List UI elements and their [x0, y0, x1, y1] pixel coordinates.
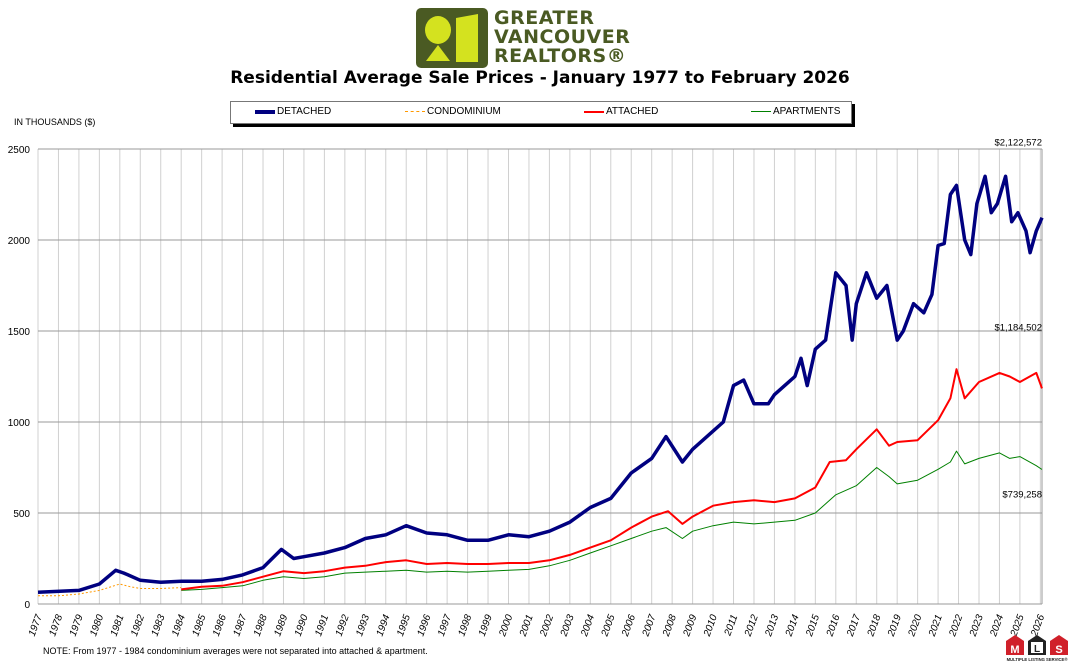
- x-tick-label: 1992: [334, 613, 352, 638]
- x-tick-label: 1993: [354, 613, 372, 638]
- x-tick-label: 1981: [109, 613, 127, 638]
- legend-swatch: [405, 111, 425, 112]
- svg-text:L: L: [1034, 644, 1040, 655]
- x-tick-label: 1982: [129, 613, 147, 638]
- x-tick-label: 2016: [824, 613, 842, 639]
- x-tick-label: 1985: [191, 613, 209, 638]
- y-axis-title: IN THOUSANDS ($): [14, 117, 96, 127]
- svg-text:S: S: [1055, 644, 1062, 656]
- legend: DETACHED CONDOMINIUM ATTACHED APARTMENTS: [230, 101, 852, 124]
- legend-label: DETACHED: [277, 106, 332, 117]
- x-tick-label: 1979: [68, 613, 86, 638]
- x-tick-label: 1983: [150, 613, 168, 638]
- mls-logo-icon: M L S MULTIPLE LISTING SERVICE®: [1006, 635, 1069, 662]
- x-tick-label: 2006: [620, 613, 638, 639]
- x-tick-label: 2015: [804, 613, 822, 639]
- logo-line: GREATER: [494, 7, 595, 29]
- x-tick-label: 1991: [313, 613, 331, 638]
- x-tick-label: 2011: [722, 613, 740, 638]
- x-tick-label: 1998: [456, 613, 474, 638]
- x-tick-label: 2005: [599, 613, 617, 639]
- x-tick-label: 2022: [947, 613, 965, 639]
- x-tick-label: 2013: [763, 613, 781, 639]
- x-tick-label: 2003: [558, 613, 576, 639]
- x-tick-label: 2012: [743, 613, 761, 639]
- x-tick-label: 2009: [681, 613, 699, 639]
- x-tick-label: 2000: [497, 613, 515, 639]
- x-tick-label: 2014: [783, 613, 801, 639]
- x-tick-label: 2008: [661, 613, 679, 639]
- legend-item-condominium: CONDOMINIUM: [405, 106, 501, 117]
- y-tick-label: 1500: [8, 327, 31, 338]
- series-line-attached: [181, 368, 1043, 591]
- x-tick-label: 2004: [579, 613, 597, 639]
- svg-text:M: M: [1010, 644, 1019, 656]
- legend-label: APARTMENTS: [773, 106, 841, 117]
- x-tick-label: 2019: [886, 613, 904, 639]
- x-tick-label: 1977: [27, 613, 45, 638]
- x-tick-label: 2020: [906, 613, 924, 639]
- legend-swatch: [255, 109, 275, 114]
- x-tick-label: 1986: [211, 613, 229, 638]
- series-line-detached: [37, 174, 1044, 594]
- x-tick-label: 1988: [252, 613, 270, 638]
- series-line-condominium: [38, 583, 182, 597]
- logo-line: VANCOUVER: [494, 26, 631, 48]
- logo-line: REALTORS®: [494, 45, 627, 67]
- x-tick-label: 1980: [88, 613, 106, 638]
- legend-item-detached: DETACHED: [255, 106, 331, 117]
- end-value-label: $1,184,502: [994, 322, 1042, 333]
- legend-label: ATTACHED: [606, 106, 659, 117]
- chart-title: Residential Average Sale Prices - Januar…: [230, 68, 850, 88]
- end-value-label: $739,258: [1002, 489, 1042, 500]
- y-tick-label: 2000: [8, 236, 31, 247]
- x-tick-label: 2001: [517, 613, 535, 639]
- x-tick-label: 1995: [395, 613, 413, 638]
- footnote: NOTE: From 1977 - 1984 condominium avera…: [43, 646, 428, 656]
- x-tick-label: 2023: [968, 613, 986, 639]
- x-tick-label: 1987: [231, 613, 249, 638]
- x-tick-label: 1989: [272, 613, 290, 638]
- x-tick-label: 2010: [702, 613, 720, 639]
- x-tick-label: 1984: [170, 613, 188, 638]
- y-tick-label: 0: [24, 600, 30, 611]
- gvr-logo-icon: [416, 8, 488, 68]
- x-tick-label: 1994: [375, 613, 393, 638]
- legend-swatch: [751, 111, 771, 112]
- legend-swatch: [584, 110, 604, 113]
- legend-item-apartments: APARTMENTS: [751, 106, 840, 117]
- y-tick-label: 1000: [8, 418, 31, 429]
- x-tick-label: 1999: [477, 613, 495, 638]
- legend-label: CONDOMINIUM: [427, 106, 501, 117]
- x-tick-label: 1978: [47, 613, 65, 638]
- legend-item-attached: ATTACHED: [584, 106, 658, 117]
- series-line-apartments: [181, 450, 1043, 591]
- x-tick-label: 2021: [927, 613, 945, 639]
- end-value-label: $2,122,572: [994, 138, 1042, 149]
- y-tick-label: 2500: [8, 145, 31, 156]
- x-tick-label: 1996: [416, 613, 434, 638]
- x-tick-label: 2017: [845, 613, 863, 639]
- x-tick-label: 2002: [538, 613, 556, 639]
- x-tick-label: 2018: [865, 613, 883, 639]
- x-tick-label: 1990: [293, 613, 311, 638]
- x-tick-label: 1997: [436, 613, 454, 638]
- y-tick-label: 500: [13, 509, 30, 520]
- svg-text:MULTIPLE LISTING SERVICE®: MULTIPLE LISTING SERVICE®: [1007, 657, 1069, 662]
- logo-wordmark: GREATER VANCOUVER REALTORS®: [494, 9, 630, 66]
- x-tick-label: 2007: [640, 613, 658, 639]
